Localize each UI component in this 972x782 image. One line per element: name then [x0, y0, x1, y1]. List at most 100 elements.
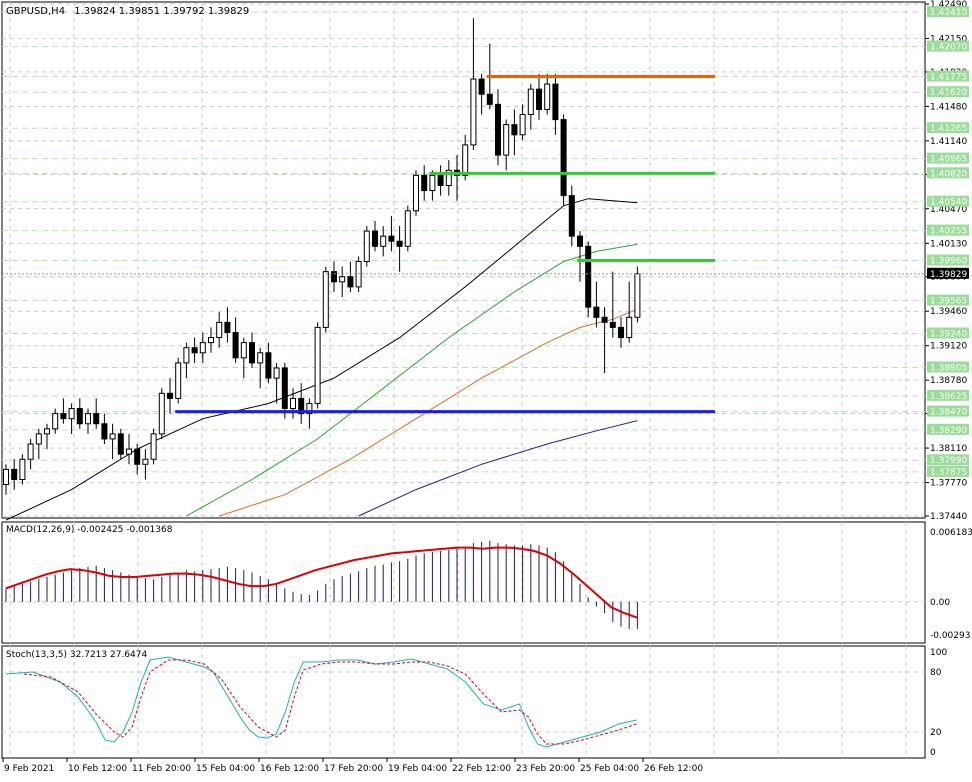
candle-body — [257, 352, 264, 364]
candle-body — [281, 367, 288, 410]
level-label-bg — [927, 361, 969, 373]
x-tick-label: 16 Feb 12:00 — [260, 764, 319, 774]
level-label: 1.39240 — [930, 330, 967, 340]
level-label-bg — [927, 152, 969, 164]
level-label-bg — [927, 40, 969, 52]
pane-frame-1 — [1, 521, 926, 644]
candle-body — [60, 413, 67, 420]
candle-body — [634, 273, 641, 318]
candle-body — [462, 144, 469, 176]
candle-body — [396, 240, 403, 247]
level-label-bg — [927, 86, 969, 98]
x-tick-label: 10 Feb 12:00 — [68, 764, 127, 774]
candle-body — [486, 93, 493, 105]
level-label-bg — [927, 122, 969, 134]
level-label: 1.40820 — [930, 169, 967, 179]
candle-body — [478, 78, 485, 95]
macd-tick-label: 0.006183 — [930, 528, 972, 538]
candle-body — [183, 347, 190, 364]
x-tick-label: 9 Feb 2021 — [4, 764, 54, 774]
stoch-title: Stoch(13,3,5) 32.7213 27.6474 — [6, 650, 147, 660]
candle-body — [249, 342, 255, 364]
candle-body — [609, 321, 616, 328]
macd-tick-label: 0.00 — [930, 598, 950, 608]
candle-body — [19, 458, 26, 481]
candle-body — [117, 433, 124, 455]
x-tick-label: 11 Feb 20:00 — [132, 764, 191, 774]
level-label-bg — [927, 6, 969, 18]
x-tick-label: 22 Feb 12:00 — [452, 764, 511, 774]
level-label-bg — [927, 195, 969, 207]
y-tick-label: 1.40470 — [930, 205, 967, 215]
candle-body — [273, 367, 280, 379]
candle-body — [560, 119, 567, 197]
pane-frame-2 — [1, 645, 926, 759]
candle-body — [388, 235, 395, 242]
y-tick-label: 1.42150 — [930, 34, 967, 44]
stoch-tick-label: 20 — [930, 728, 942, 738]
y-tick-label: 1.37440 — [930, 512, 967, 522]
level-label: 1.39565 — [930, 297, 967, 307]
level-label: 1.37875 — [930, 468, 967, 478]
candle-body — [68, 408, 75, 420]
candle-body — [306, 402, 313, 415]
candle-body — [208, 337, 214, 344]
candle-body — [577, 235, 583, 247]
macd-signal-line — [5, 546, 638, 619]
y-tick-label: 1.39120 — [930, 342, 967, 352]
level-label: 1.41265 — [930, 124, 967, 134]
candle-body — [331, 271, 337, 283]
y-tick-label: 1.41480 — [930, 102, 967, 112]
candle-body — [240, 342, 247, 359]
symbol-label: GBPUSD,H4 — [6, 6, 65, 17]
macd-title: MACD(12,26,9) -0.002425 -0.001368 — [6, 525, 173, 535]
stoch-tick-label: 80 — [930, 668, 942, 678]
candle-body — [76, 408, 83, 425]
candle-body — [265, 352, 272, 379]
y-tick-label: 1.38110 — [930, 444, 967, 454]
candle-body — [593, 306, 600, 318]
macd-tick-label: -0.00293 — [930, 631, 970, 641]
candle-body — [363, 230, 370, 263]
level-label: 1.38905 — [930, 363, 967, 373]
candle-body — [626, 316, 633, 339]
candle-body — [585, 245, 592, 308]
x-tick-label: 19 Feb 04:00 — [388, 764, 447, 774]
level-label-bg — [927, 465, 969, 477]
candle-body — [199, 342, 206, 354]
candle-body — [142, 458, 149, 465]
y-tick-label: 1.39460 — [930, 307, 967, 317]
level-label-bg — [927, 454, 969, 466]
x-tick-label: 26 Feb 12:00 — [644, 764, 703, 774]
stoch-tick-label: 0 — [930, 748, 936, 758]
level-label-bg — [927, 405, 969, 417]
candle-body — [527, 88, 534, 116]
candle-body — [339, 276, 346, 283]
y-tick-label: 1.40130 — [930, 239, 967, 249]
candle-body — [372, 230, 378, 247]
x-tick-label: 23 Feb 20:00 — [516, 764, 575, 774]
candle-body — [224, 321, 231, 333]
candle-body — [11, 468, 18, 481]
candle-body — [519, 114, 526, 136]
y-tick-label: 1.38780 — [930, 376, 967, 386]
candle-body — [552, 83, 559, 121]
current-price-bg — [927, 267, 969, 279]
candle-body — [495, 103, 501, 156]
pane-frame-0 — [1, 1, 926, 519]
y-tick-label: 1.41140 — [930, 137, 967, 147]
level-label-bg — [927, 254, 969, 266]
level-label: 1.37990 — [930, 456, 967, 466]
stoch-tick-label: 100 — [930, 648, 947, 658]
candle-body — [175, 362, 182, 399]
level-label: 1.38625 — [930, 392, 967, 402]
level-label-bg — [927, 389, 969, 401]
x-tick-label: 25 Feb 04:00 — [580, 764, 639, 774]
level-label: 1.41620 — [930, 88, 967, 98]
candle-body — [216, 321, 223, 339]
level-label: 1.40540 — [930, 198, 967, 208]
candle-body — [134, 448, 141, 465]
candle-body — [191, 347, 198, 354]
candle-body — [380, 235, 387, 247]
